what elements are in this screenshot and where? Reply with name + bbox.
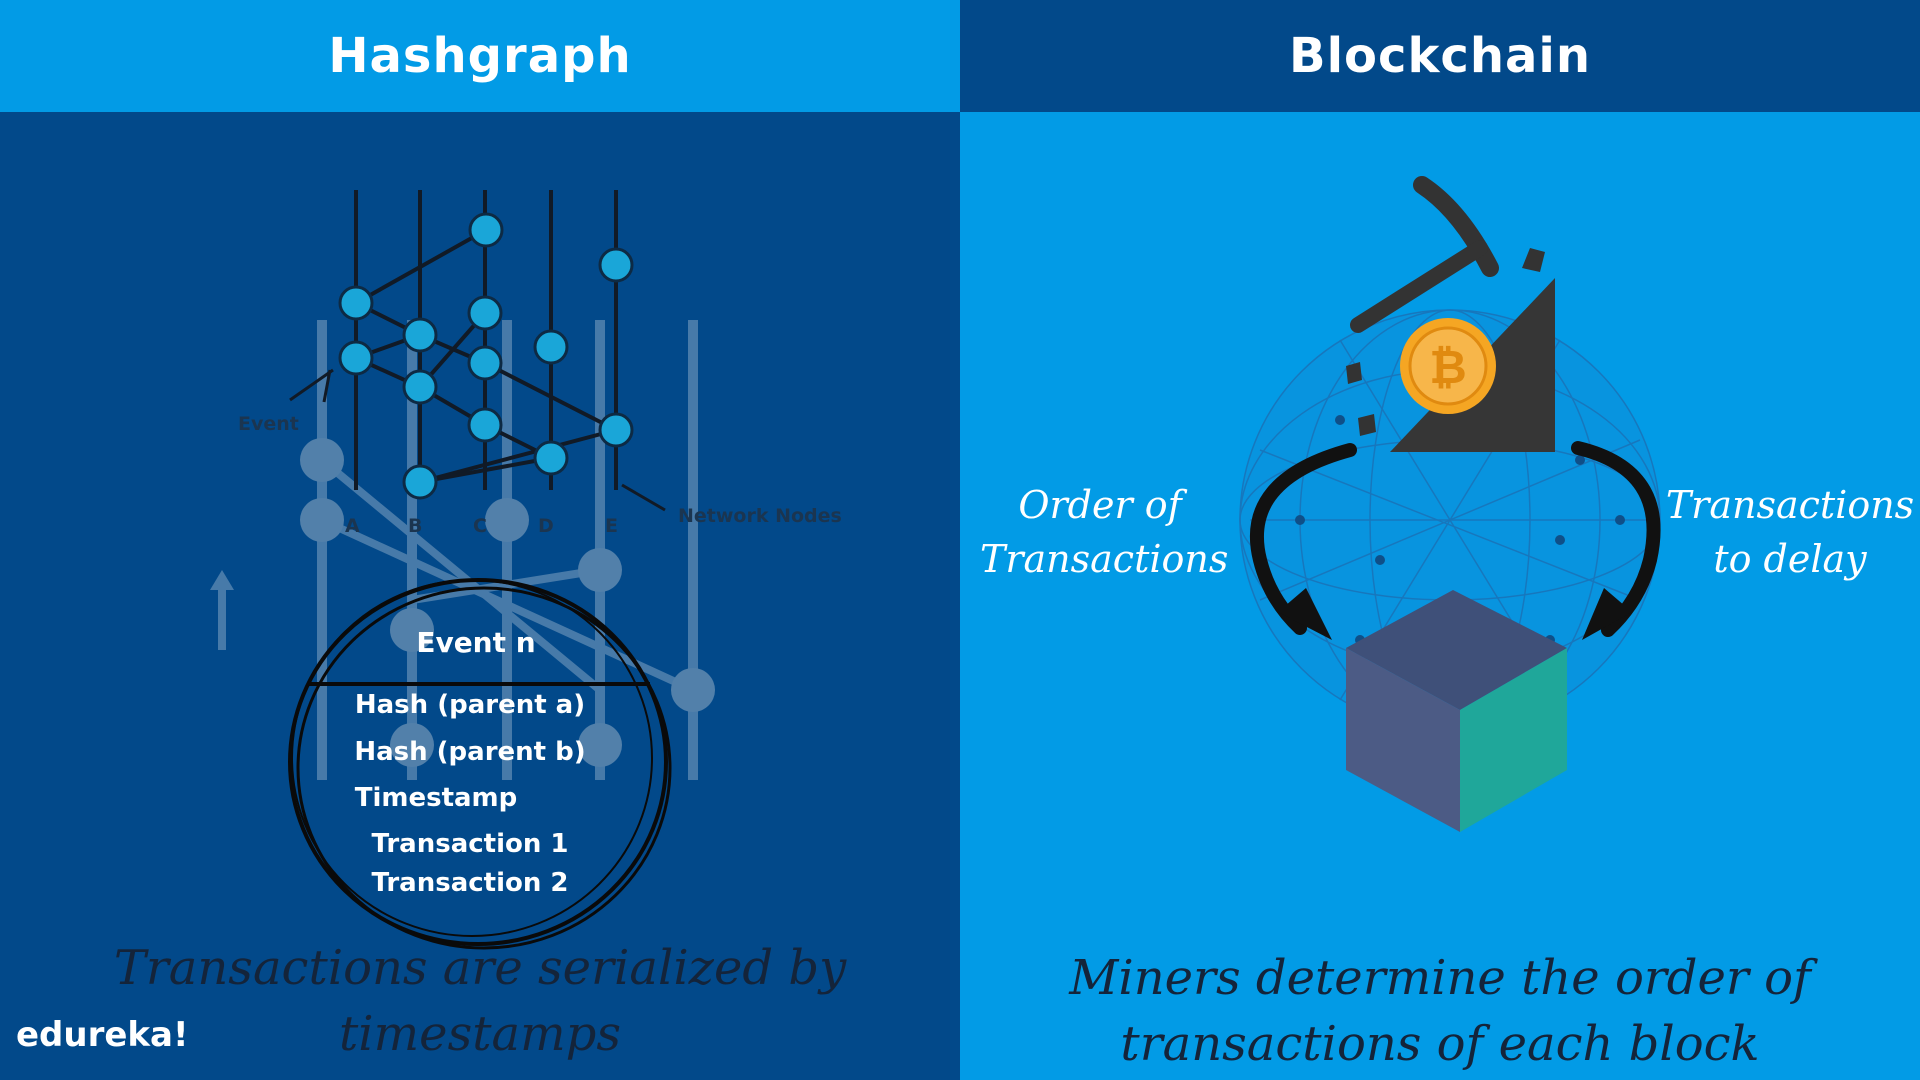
delay-label-line: to delay bbox=[1713, 537, 1867, 581]
rock-chip-icon bbox=[1522, 248, 1545, 272]
pickaxe-icon bbox=[1350, 176, 1499, 333]
event-row: Timestamp bbox=[355, 783, 518, 813]
event-row: Hash (parent a) bbox=[355, 690, 585, 720]
blockchain-illustration: ₿ bbox=[1239, 176, 1661, 832]
network-nodes-label: Network Nodes bbox=[678, 505, 842, 527]
rock-chip-icon bbox=[1346, 362, 1362, 384]
transactions-to-delay-label: Transactions to delay bbox=[1660, 478, 1920, 586]
hashgraph-diagram: Event Network Nodes A B C D E Event n Ha… bbox=[210, 190, 842, 950]
order-label-line: Order of bbox=[1018, 483, 1182, 527]
svg-text:₿: ₿ bbox=[1429, 340, 1467, 394]
blockchain-caption: Miners determine the order of transactio… bbox=[1069, 950, 1811, 1072]
right-arrow-head-icon bbox=[1582, 588, 1632, 640]
right-curved-arrow bbox=[1571, 441, 1661, 637]
event-magnifier bbox=[288, 578, 672, 950]
node-letter-c: C bbox=[473, 515, 487, 537]
block-cube-icon bbox=[1346, 590, 1567, 832]
faded-background-graph bbox=[210, 320, 715, 780]
event-nodes bbox=[338, 212, 634, 500]
hashgraph-caption: Transactions are serialized by timestamp… bbox=[113, 940, 847, 1062]
node-letter-a: A bbox=[345, 515, 360, 537]
hashgraph-panel: Hashgraph bbox=[0, 0, 960, 1062]
event-row: Hash (parent b) bbox=[354, 737, 585, 767]
node-letter-b: B bbox=[408, 515, 422, 537]
order-of-transactions-label: Order of Transactions bbox=[980, 478, 1229, 586]
blockchain-header: Blockchain bbox=[960, 0, 1920, 112]
event-row: Transaction 2 bbox=[371, 868, 568, 898]
node-letter-d: D bbox=[538, 515, 554, 537]
delay-label-line: Transactions bbox=[1665, 483, 1915, 527]
blockchain-panel: Blockchain bbox=[960, 0, 1920, 1080]
left-arrow-head-icon bbox=[1278, 588, 1332, 640]
event-label: Event bbox=[238, 413, 299, 435]
order-label-line: Transactions bbox=[980, 537, 1229, 581]
hashgraph-header: Hashgraph bbox=[0, 0, 960, 112]
event-row: Transaction 1 bbox=[371, 829, 568, 859]
bitcoin-icon: ₿ bbox=[1400, 318, 1496, 414]
edureka-logo: edureka! bbox=[16, 1015, 189, 1055]
rock-chip-icon bbox=[1358, 414, 1376, 436]
left-curved-arrow bbox=[1249, 443, 1357, 635]
node-letter-e: E bbox=[605, 515, 618, 537]
event-title: Event n bbox=[416, 626, 535, 659]
